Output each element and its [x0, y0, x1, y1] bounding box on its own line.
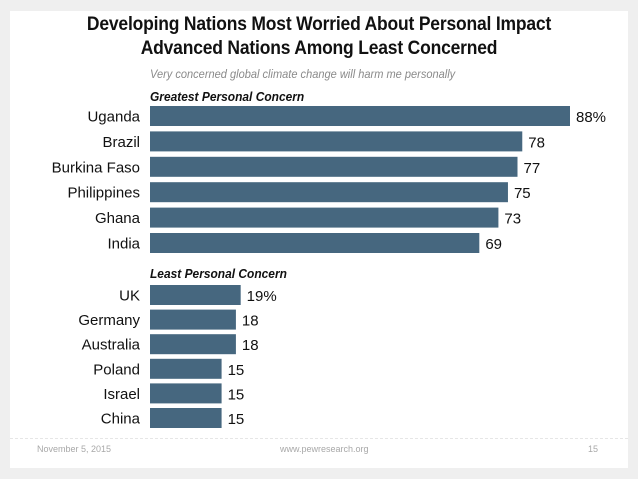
- bar-burkina-faso: [150, 156, 518, 177]
- chart-subtitle: Very concerned global climate change wil…: [150, 67, 456, 81]
- category-label: Uganda: [87, 109, 140, 126]
- bar-brazil: [150, 131, 523, 152]
- bar-india: [150, 233, 480, 253]
- category-label: Israel: [103, 386, 140, 403]
- footer-date: November 5, 2015: [37, 444, 112, 454]
- category-label: Poland: [93, 361, 140, 378]
- bar-philippines: [150, 182, 508, 203]
- category-label: Philippines: [67, 185, 140, 202]
- category-label: Germany: [78, 312, 140, 329]
- bar-poland: [150, 358, 222, 379]
- category-label: Australia: [82, 337, 141, 354]
- section-label-least: Least Personal Concern: [150, 266, 287, 281]
- bar-israel: [150, 383, 222, 404]
- section-label-greatest: Greatest Personal Concern: [150, 89, 305, 104]
- value-label: 15: [228, 386, 245, 403]
- bar-uk: [150, 285, 241, 305]
- value-label: 88%: [576, 109, 606, 126]
- chart-title-line-2: Advanced Nations Among Least Concerned: [140, 38, 498, 59]
- category-label: Brazil: [102, 134, 140, 151]
- value-label: 78: [528, 134, 545, 151]
- bar-germany: [150, 309, 236, 330]
- value-label: 73: [504, 211, 521, 228]
- value-label: 19%: [247, 288, 277, 305]
- footer-url: www.pewresearch.org: [280, 444, 369, 454]
- value-label: 18: [242, 313, 259, 330]
- chart-title-line-1: Developing Nations Most Worried About Pe…: [86, 14, 552, 35]
- category-label: India: [107, 236, 140, 253]
- value-label: 77: [524, 160, 541, 177]
- bar-australia: [150, 334, 236, 355]
- value-label: 69: [485, 236, 502, 253]
- value-label: 18: [242, 337, 259, 354]
- category-label: UK: [119, 288, 140, 305]
- footer-divider: [10, 438, 628, 439]
- value-label: 75: [514, 185, 531, 202]
- category-label: Burkina Faso: [52, 159, 140, 176]
- bar-uganda: [150, 106, 570, 126]
- bar-ghana: [150, 207, 499, 228]
- category-label: China: [101, 411, 141, 428]
- value-label: 15: [228, 362, 245, 379]
- bar-china: [150, 408, 222, 428]
- value-label: 15: [228, 411, 245, 428]
- category-label: Ghana: [95, 210, 141, 227]
- footer-page-number: 15: [588, 444, 599, 454]
